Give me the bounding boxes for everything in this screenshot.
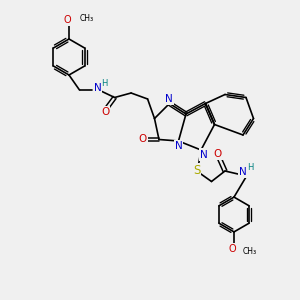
Text: N: N [200,149,208,160]
Text: N: N [239,167,247,177]
Text: H: H [247,163,254,172]
Text: N: N [175,141,182,151]
Text: O: O [64,15,71,26]
Text: S: S [193,164,200,178]
Text: N: N [165,94,173,104]
Text: O: O [139,134,147,145]
Text: O: O [229,244,236,254]
Text: O: O [101,107,109,117]
Text: CH₃: CH₃ [80,14,94,23]
Text: CH₃: CH₃ [242,247,256,256]
Text: N: N [94,83,101,93]
Text: O: O [214,149,222,159]
Text: H: H [101,79,108,88]
